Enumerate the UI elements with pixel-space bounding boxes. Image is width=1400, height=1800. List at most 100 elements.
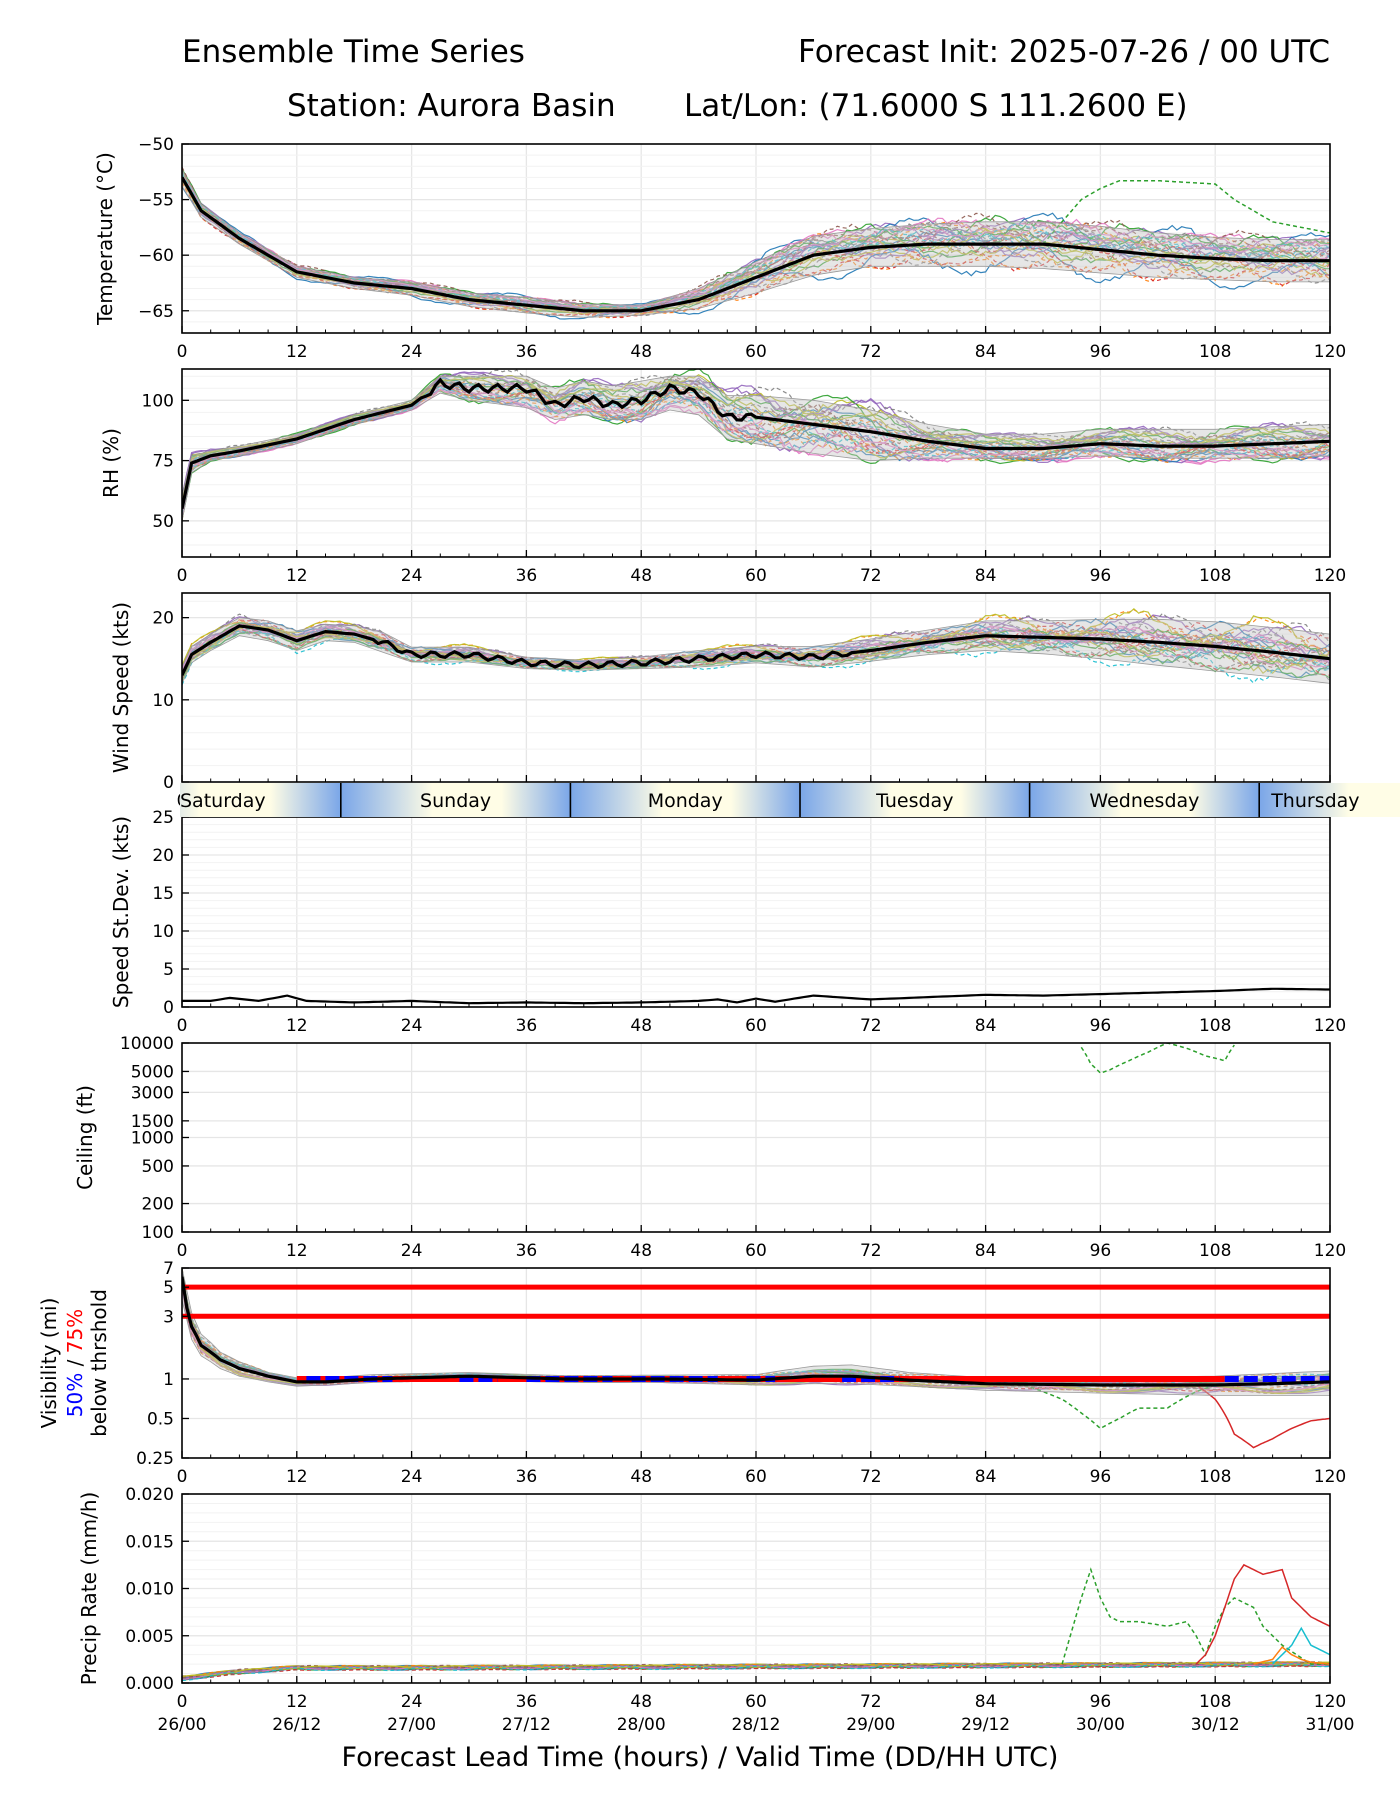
- x-tick-label: 24: [401, 566, 423, 586]
- panel-wind: 0122436486072849610812001020Wind Speed (…: [109, 592, 1346, 811]
- y-tick-label: 7: [163, 1259, 174, 1279]
- valid-time-label: 30/12: [1191, 1715, 1240, 1735]
- x-tick-label: 120: [1314, 1241, 1346, 1261]
- x-tick-label: 120: [1314, 1467, 1346, 1487]
- valid-time-label: 29/00: [846, 1715, 895, 1735]
- stdev-line: [182, 987, 1330, 1005]
- panel-ceiling: 0 12 24 36 48 60 72 84 96 108 120 100 200 500 10001500…: [73, 1034, 1346, 1261]
- y-tick-label: 1: [163, 1370, 174, 1390]
- outlier-member-line: [1253, 1646, 1330, 1665]
- y-tick-label: 500: [142, 1157, 174, 1177]
- x-tick-label: 60: [745, 1692, 767, 1712]
- x-tick-label: 48: [630, 566, 652, 586]
- x-tick-label: 48: [630, 1241, 652, 1261]
- ensemble-member-line: [182, 381, 1330, 507]
- station-latlon: Lat/Lon: (71.6000 S 111.2600 E): [684, 88, 1188, 124]
- ensemble-member-line: [182, 626, 1330, 673]
- x-tick-label: 60: [745, 342, 767, 362]
- y-tick-label: 0.005: [125, 1627, 174, 1647]
- y-axis-label: Speed St.Dev. (kts): [109, 816, 133, 1008]
- x-tick-label: 84: [975, 1467, 997, 1487]
- x-tick-label: 84: [975, 1692, 997, 1712]
- x-tick-label: 24: [401, 1692, 423, 1712]
- ensemble-member-line: [182, 174, 1330, 311]
- y-tick-label: 0.020: [125, 1485, 174, 1505]
- y-tick-label: 5: [163, 1278, 174, 1298]
- x-tick-label: 24: [401, 1241, 423, 1261]
- panel-temp: 0 12 24 36 48 60 72 84 96 108 120 −50 −55 −60 −65 Tempe…: [93, 135, 1346, 362]
- label-separator: /: [63, 1353, 87, 1372]
- y-tick-label: 15: [152, 884, 174, 904]
- day-band: [570, 783, 801, 817]
- y-axis-label-thresholds: 50% / 75%: [63, 1309, 87, 1417]
- y-axis-label: Precip Rate (mm/h): [77, 1492, 101, 1686]
- x-tick-label: 108: [1199, 1016, 1231, 1036]
- x-tick-label: 12: [286, 1692, 308, 1712]
- x-tick-label: 84: [975, 342, 997, 362]
- x-tick-label: 0: [177, 566, 188, 586]
- wind-plot-area: [182, 593, 1330, 782]
- x-tick-label: 48: [630, 1016, 652, 1036]
- valid-time-label: 26/00: [158, 1715, 207, 1735]
- ensemble-mean-line: [182, 624, 1330, 676]
- x-tick-label: 0: [177, 1241, 188, 1261]
- valid-time-label: 29/12: [961, 1715, 1010, 1735]
- x-tick-label: 108: [1199, 1692, 1231, 1712]
- x-tick-label: 108: [1199, 566, 1231, 586]
- x-tick-label: 108: [1199, 342, 1231, 362]
- valid-time-label: 27/12: [502, 1715, 551, 1735]
- y-tick-label: −60: [138, 246, 174, 266]
- outlier-member-line: [1080, 1043, 1235, 1074]
- x-tick-label: 84: [975, 1241, 997, 1261]
- ensemble-member-line: [182, 607, 1330, 666]
- x-tick-label: 12: [286, 566, 308, 586]
- x-tick-label: 72: [860, 1241, 882, 1261]
- chart-title: Ensemble Time Series: [182, 34, 525, 70]
- valid-time-label: 30/00: [1076, 1715, 1125, 1735]
- x-tick-label: 96: [1090, 342, 1112, 362]
- station-name: Station: Aurora Basin: [287, 88, 616, 124]
- valid-time-label: 31/00: [1306, 1715, 1355, 1735]
- day-label: Monday: [648, 790, 723, 812]
- stdev-plot-area: [182, 817, 1330, 1007]
- x-tick-label: 0: [177, 1692, 188, 1712]
- y-tick-label: 0: [163, 773, 174, 793]
- x-tick-label: 48: [630, 1467, 652, 1487]
- x-tick-label: 96: [1090, 1016, 1112, 1036]
- panel-rh: 0 12 24 36 48 60 72 84 96 108 120 50 75 100 RH (%): [99, 368, 1346, 586]
- x-tick-label: 108: [1199, 1467, 1231, 1487]
- day-label: Saturday: [180, 790, 266, 812]
- ensemble-member-line: [182, 612, 1330, 676]
- outlier-member-line: [1042, 179, 1330, 245]
- x-tick-label: 24: [401, 342, 423, 362]
- ensemble-member-line: [182, 1270, 1330, 1386]
- x-tick-label: 84: [975, 1016, 997, 1036]
- label-50-percent: 50%: [63, 1373, 87, 1417]
- x-tick-label: 120: [1314, 1692, 1346, 1712]
- ensemble-mean-line: [182, 377, 1330, 510]
- x-tick-label: 48: [630, 1692, 652, 1712]
- x-tick-label: 36: [516, 1467, 538, 1487]
- y-axis-label: Ceiling (ft): [73, 1085, 97, 1190]
- y-tick-label: 5: [163, 960, 174, 980]
- rh-plot-area: [182, 369, 1330, 557]
- y-tick-label: −55: [138, 191, 174, 211]
- forecast-init: Forecast Init: 2025-07-26 / 00 UTC: [798, 34, 1330, 70]
- ensemble-member-line: [182, 175, 1330, 315]
- y-tick-label: 20: [152, 609, 174, 629]
- outlier-member-line: [1195, 1563, 1330, 1665]
- x-tick-label: 60: [745, 1467, 767, 1487]
- x-tick-label: 108: [1199, 1241, 1231, 1261]
- day-label: Wednesday: [1089, 790, 1199, 812]
- x-tick-label: 36: [516, 1692, 538, 1712]
- ceiling-plot-area: [182, 1043, 1330, 1232]
- y-axis-label: RH (%): [99, 428, 123, 498]
- y-tick-label: 1000: [131, 1129, 174, 1149]
- ensemble-member-line: [182, 1661, 1330, 1678]
- ensemble-spread-band: [182, 168, 1330, 318]
- x-tick-label: 72: [860, 1467, 882, 1487]
- ensemble-member-line: [182, 173, 1330, 309]
- x-tick-label: 24: [401, 1467, 423, 1487]
- panel-precip: 0 12 24 36 48 60 72 84 96 108 120 0.000 0.005 0.010 0.…: [77, 1485, 1355, 1735]
